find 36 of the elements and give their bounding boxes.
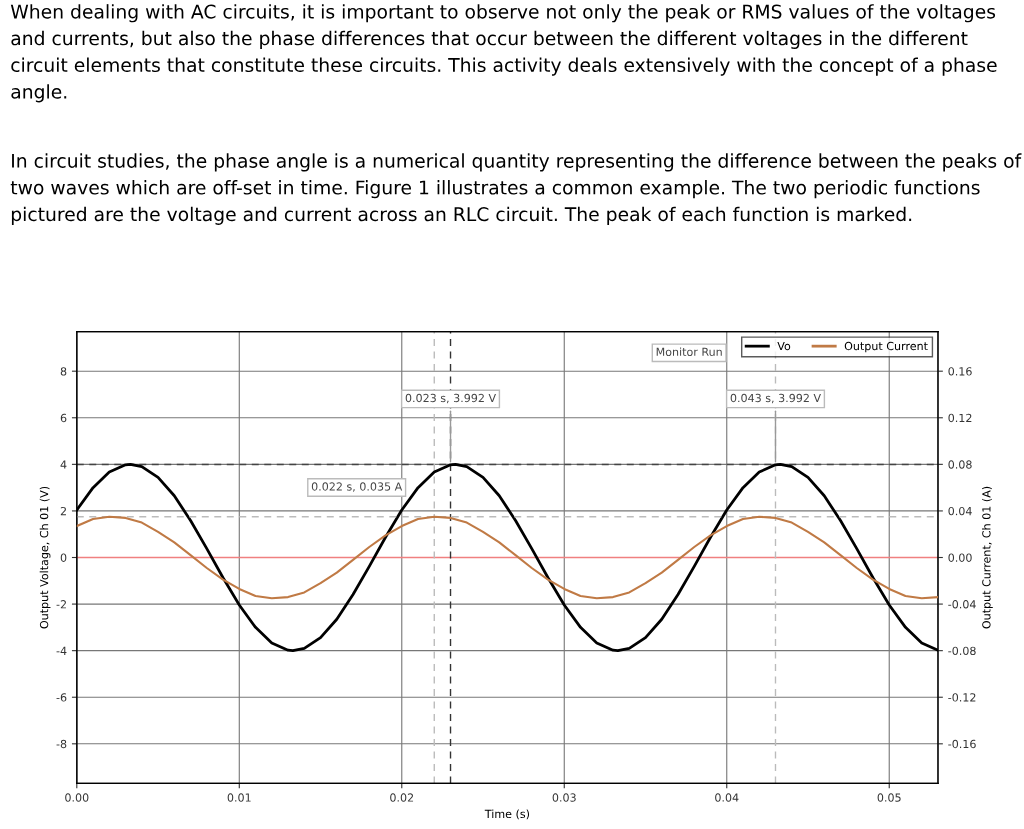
legend-label: Vo (777, 341, 791, 351)
x-tick-label: 0.04 (715, 793, 739, 802)
y2-tick-label: 0.08 (948, 460, 972, 469)
chart-title: When dealing with AC circuits, it is important to observe not only the peak or RMS values of the voltages and currents, but also the phase differences that occur between the different voltages in the different circuit elements that constitute these circuits. This activity deals extensively with the concept of a phase angle. (10, 4, 997, 103)
line-series (76, 515, 938, 600)
x-tick-label: 0.03 (552, 793, 576, 802)
y-tick-label: -4 (56, 646, 67, 655)
y-tick-label: 4 (60, 460, 67, 469)
chart-subtitle: In circuit studies, the phase angle is a numerical quantity representing the difference between the peaks of two waves which are off-set in time. Figure 1 illustrates a common example. The two periodic functions pictured are the voltage and current across an RLC circuit. The peak of each function is marked. (10, 153, 1022, 225)
y2-tick-label: 0.04 (948, 506, 972, 516)
y-tick-label: 2 (60, 506, 66, 516)
annotation: 0.043 s, 3.992 V (730, 393, 821, 404)
y2-tick-label: 0.00 (948, 553, 972, 562)
y-tick-label: 8 (60, 367, 67, 376)
y2-tick-label: -0.12 (948, 693, 976, 702)
y2-tick-label: -0.16 (948, 739, 976, 749)
y2-tick-label: -0.04 (948, 600, 976, 609)
y-tick-label: -2 (56, 600, 66, 609)
x-tick-label: 0.00 (65, 793, 89, 802)
y2-tick-label: 0.16 (948, 367, 972, 376)
x-tick-label: 0.05 (877, 793, 901, 802)
y-tick-label: 0 (60, 553, 67, 562)
x-axis-title: Time (s) (484, 809, 530, 820)
legend-label: Output Current (844, 341, 928, 353)
annotation: Monitor Run (656, 347, 722, 357)
y-tick-label: 6 (60, 413, 67, 423)
y-tick-label: -8 (56, 739, 67, 749)
annotation: 0.023 s, 3.992 V (405, 393, 496, 404)
y-axis-title: Output Voltage, Ch 01 (V) (39, 486, 51, 629)
y2-tick-label: 0.12 (948, 413, 972, 423)
y2-axis-title: Output Current, Ch 01 (A) (982, 486, 993, 629)
annotation: 0.022 s, 0.035 A (311, 482, 403, 492)
x-tick-label: 0.02 (390, 793, 414, 802)
x-tick-label: 0.01 (227, 793, 251, 802)
y-tick-label: -6 (56, 693, 67, 702)
y2-tick-label: -0.08 (948, 646, 976, 656)
